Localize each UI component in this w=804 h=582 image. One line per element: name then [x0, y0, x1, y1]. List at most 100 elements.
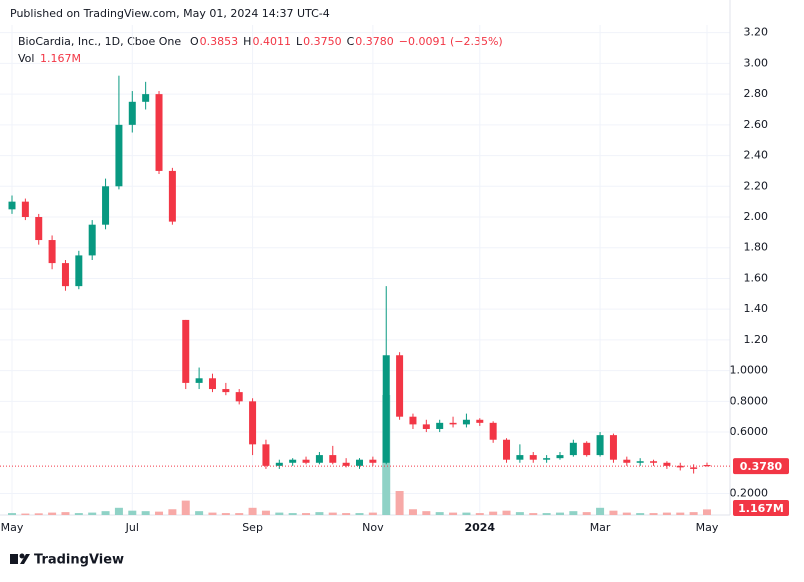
x-tick-label: 2024 [464, 521, 495, 534]
candle-body [302, 459, 310, 463]
legend-key: C [347, 35, 355, 48]
legend-value: 0.3853 [200, 35, 239, 48]
volume-bar [449, 512, 458, 515]
candle-body [128, 101, 136, 125]
y-tick-label: 3.00 [744, 56, 769, 69]
candle-body [208, 378, 216, 390]
candle-body [663, 462, 671, 466]
candle-body [569, 442, 577, 456]
volume-bar [48, 512, 57, 515]
candle-body [115, 124, 123, 187]
legend-key: L [296, 35, 303, 48]
x-tick-label: Nov [362, 521, 384, 534]
legend-key: H [243, 35, 251, 48]
y-tick-label: 0.2000 [730, 486, 769, 499]
volume-bar [475, 513, 484, 515]
volume-bar [141, 511, 150, 515]
candle-body [8, 201, 16, 210]
volume-bar [636, 513, 645, 515]
candle-body [516, 455, 524, 460]
volume-bar [609, 510, 618, 515]
candle-body [235, 392, 243, 402]
volume-bar [302, 513, 311, 515]
volume-bar [168, 509, 177, 515]
volume-bar [8, 513, 16, 515]
volume-bar [34, 513, 43, 515]
volume-title: Vol [18, 52, 34, 65]
y-tick-label: 2.00 [744, 210, 769, 223]
y-tick-label: 2.60 [744, 118, 769, 131]
candle-body [155, 94, 163, 171]
candle-body [449, 422, 457, 425]
volume-value: 1.167M [40, 52, 81, 65]
volume-bar [275, 512, 284, 515]
candle-body [275, 462, 283, 466]
candle-body [636, 461, 644, 463]
y-tick-label: 1.60 [744, 271, 769, 284]
candle-body [142, 94, 150, 102]
candle-body [489, 422, 497, 440]
volume-bar [128, 510, 137, 515]
volume-bar [569, 511, 578, 515]
volume-bar [408, 509, 417, 515]
candle-body [676, 465, 684, 468]
x-tick-label: May [696, 521, 719, 534]
candle-body [102, 186, 110, 225]
candle-body [690, 467, 698, 469]
candle-body [369, 459, 377, 463]
volume-bar [355, 513, 364, 515]
volume-bar [622, 512, 631, 515]
candle-body [396, 355, 404, 417]
candle-body [289, 459, 297, 463]
volume-bar [515, 512, 524, 515]
volume-bar [368, 512, 377, 515]
candle-body [342, 462, 350, 466]
candle-body [262, 444, 270, 466]
volume-bar [582, 512, 591, 515]
candle-body [315, 455, 323, 463]
candle-body [503, 439, 511, 460]
candle-body [61, 263, 69, 287]
candle-body [21, 201, 29, 218]
volume-bar [101, 511, 110, 515]
volume-bar [649, 513, 658, 515]
volume-bar [114, 507, 123, 515]
candle-body [529, 455, 537, 460]
candle-body [182, 319, 190, 383]
volume-bar [555, 512, 564, 515]
candle-body [356, 459, 363, 466]
volume-box [733, 500, 789, 516]
volume-bar [21, 513, 30, 515]
volume-bar [542, 513, 551, 515]
x-tick-label: Sep [242, 521, 263, 534]
x-tick-label: May [1, 521, 24, 534]
volume-bar [61, 512, 70, 515]
brand-logo [10, 553, 30, 564]
y-tick-label: 1.20 [744, 333, 769, 346]
volume-bar [489, 511, 498, 515]
volume-bar [395, 491, 404, 515]
volume-bar [181, 500, 190, 515]
volume-bar [703, 509, 711, 515]
volume-bar [261, 510, 270, 515]
volume-bar [689, 512, 698, 515]
x-tick-label: Mar [590, 521, 611, 534]
y-tick-label: 1.40 [744, 302, 769, 315]
volume-bar [342, 513, 351, 515]
candle-body [462, 419, 470, 425]
candle-body [543, 458, 551, 460]
ohlc-legend: O 0.3853 H 0.4011 L 0.3750 C 0.3780 −0.0091 (−2.… [190, 35, 503, 48]
volume-axis-label: 1.167M [738, 502, 784, 515]
candle-body [88, 224, 96, 256]
x-tick-label: Jul [125, 521, 139, 534]
y-tick-label: 2.80 [744, 87, 769, 100]
candle-body [436, 422, 444, 429]
volume-bar [502, 510, 511, 515]
candle-body [168, 170, 176, 222]
volume-bar [155, 511, 164, 515]
candle-body [329, 455, 337, 463]
candle-body [623, 459, 631, 463]
volume-bar [662, 512, 671, 515]
